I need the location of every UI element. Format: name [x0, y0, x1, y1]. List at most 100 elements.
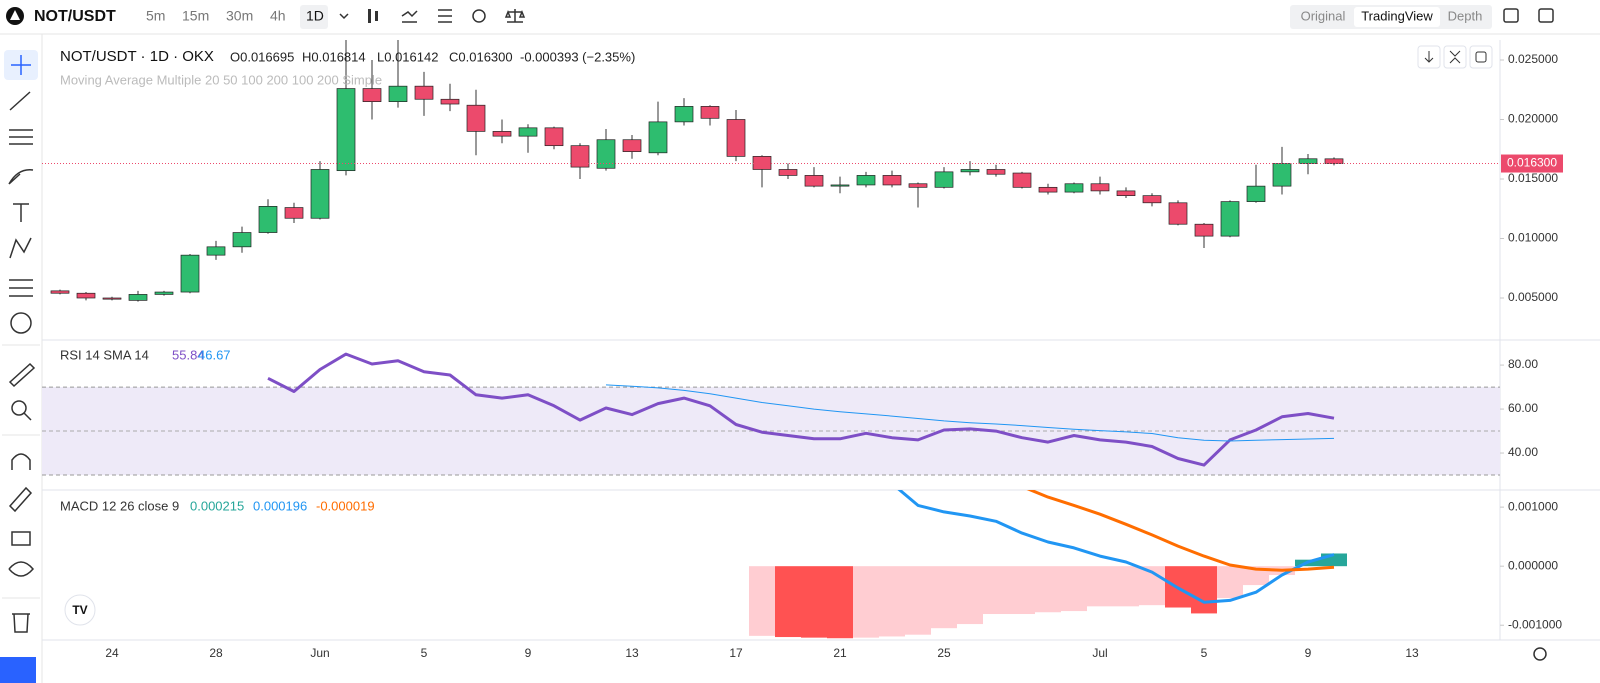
- interval-dropdown[interactable]: [339, 13, 349, 20]
- interval-active: [300, 5, 328, 29]
- compare-icon[interactable]: [504, 9, 526, 23]
- candle-body: [752, 156, 772, 170]
- interval-button[interactable]: 5m: [146, 8, 165, 24]
- x-tick-label: Jun: [310, 646, 329, 660]
- histogram-bar: [1191, 566, 1217, 614]
- legend-value: 46.67: [198, 347, 231, 362]
- pane: [50, 40, 1344, 302]
- lock-tool[interactable]: [11, 531, 31, 546]
- lock-draw-tool[interactable]: [8, 486, 33, 513]
- legend-value: -0.000019: [316, 498, 375, 513]
- last-price-label: 0.016300: [1507, 156, 1557, 170]
- interval-button[interactable]: 4h: [270, 8, 286, 24]
- zoom-tool[interactable]: [11, 400, 27, 416]
- x-tick-label: 13: [625, 646, 639, 660]
- tv-logo-text: TV: [72, 603, 87, 617]
- histogram-bar: [983, 566, 1009, 615]
- pattern-tool[interactable]: [9, 237, 32, 259]
- arrow: [1449, 50, 1461, 64]
- view-button[interactable]: Original: [1301, 8, 1346, 23]
- histogram-bar: [905, 566, 931, 635]
- histogram-bar: [801, 566, 827, 638]
- ohlc-value: H0.016814: [302, 49, 366, 64]
- prediction-tool[interactable]: [9, 279, 33, 297]
- candle-body: [466, 104, 486, 132]
- x-tick-label: 13: [1405, 646, 1419, 660]
- candle-body: [518, 127, 538, 137]
- histogram-bar: [1217, 566, 1243, 599]
- axis-settings[interactable]: [1533, 647, 1547, 661]
- y-tick-label: 0.015000: [1508, 171, 1558, 185]
- view-active: [1354, 7, 1440, 27]
- candle-body: [154, 291, 174, 295]
- candle-body: [1324, 158, 1344, 164]
- candle-icon[interactable]: [368, 9, 371, 23]
- symbol[interactable]: NOT/USDT: [34, 8, 116, 25]
- candle-body: [908, 183, 928, 188]
- candle-body: [414, 85, 434, 100]
- logo-mark: [10, 10, 20, 20]
- popout-icon[interactable]: [1538, 8, 1554, 23]
- ruler-tool[interactable]: [8, 362, 36, 388]
- settings-icon[interactable]: [472, 9, 486, 23]
- fib-tool[interactable]: [9, 129, 33, 145]
- histogram-bar: [1009, 566, 1035, 615]
- candle-body: [128, 294, 148, 301]
- magnet-tool[interactable]: [11, 453, 31, 470]
- interval-button[interactable]: 30m: [226, 8, 253, 24]
- candle-body: [1012, 172, 1032, 188]
- histogram-bar: [1243, 566, 1269, 586]
- candle-body: [544, 127, 564, 147]
- ohlc-value: C0.016300: [449, 49, 513, 64]
- y-tick-label: 60.00: [1508, 401, 1538, 415]
- candle-body: [674, 106, 694, 123]
- candle-body: [1272, 163, 1292, 187]
- fullscreen-icon[interactable]: [1503, 8, 1519, 23]
- interval-button[interactable]: 15m: [182, 8, 209, 24]
- indicator-legend: Moving Average Multiple 20 50 100 200 10…: [60, 72, 382, 87]
- arrow: [1424, 51, 1434, 63]
- candle-body: [1168, 202, 1188, 225]
- x-tick-label: 5: [1201, 646, 1208, 660]
- interval-button[interactable]: 1D: [306, 8, 324, 24]
- ohlc-value: L0.016142: [377, 49, 438, 64]
- histogram-bar: [749, 566, 775, 636]
- candle-body: [76, 292, 96, 299]
- candle-icon: [375, 11, 378, 21]
- pane-title: MACD 12 26 close 9: [60, 498, 179, 513]
- y-tick-label: 0.005000: [1508, 290, 1558, 304]
- indicator-icon[interactable]: [401, 10, 418, 23]
- pane-maximize-button[interactable]: [1469, 45, 1493, 69]
- y-tick-label: -0.001000: [1508, 617, 1562, 631]
- crosshair-tool[interactable]: [11, 55, 31, 75]
- candle-body: [180, 254, 200, 293]
- trendline-tool[interactable]: [9, 91, 31, 111]
- delete-tool[interactable]: [12, 613, 30, 633]
- zoom-tool-handle: [23, 412, 32, 421]
- emoji-tool[interactable]: [10, 312, 32, 334]
- candle-body: [1246, 185, 1266, 202]
- candle-body: [206, 246, 226, 256]
- pane-collapse-button[interactable]: [1443, 45, 1467, 69]
- x-tick-label: 28: [209, 646, 223, 660]
- text-tool[interactable]: [13, 203, 29, 222]
- x-tick-label: 17: [729, 646, 743, 660]
- y-tick-label: 0.010000: [1508, 231, 1558, 245]
- view-button[interactable]: Depth: [1448, 8, 1483, 23]
- histogram-bar: [853, 566, 879, 638]
- candle-body: [934, 171, 954, 188]
- view-button[interactable]: TradingView: [1361, 8, 1433, 23]
- brush-tool[interactable]: [8, 169, 34, 185]
- candle-body: [882, 175, 902, 186]
- candle-body: [1220, 201, 1240, 237]
- candle-body: [856, 175, 876, 186]
- y-tick-label: 0.001000: [1508, 499, 1558, 513]
- pane: [749, 490, 1347, 639]
- candle-body: [700, 106, 720, 119]
- visibility-tool[interactable]: [8, 561, 34, 577]
- histogram-bar: [827, 566, 853, 639]
- layout-icon[interactable]: [438, 9, 452, 23]
- y-tick-label: 0.020000: [1508, 112, 1558, 126]
- legend-value: 0.000215: [190, 498, 244, 513]
- macd-line: [1026, 490, 1335, 572]
